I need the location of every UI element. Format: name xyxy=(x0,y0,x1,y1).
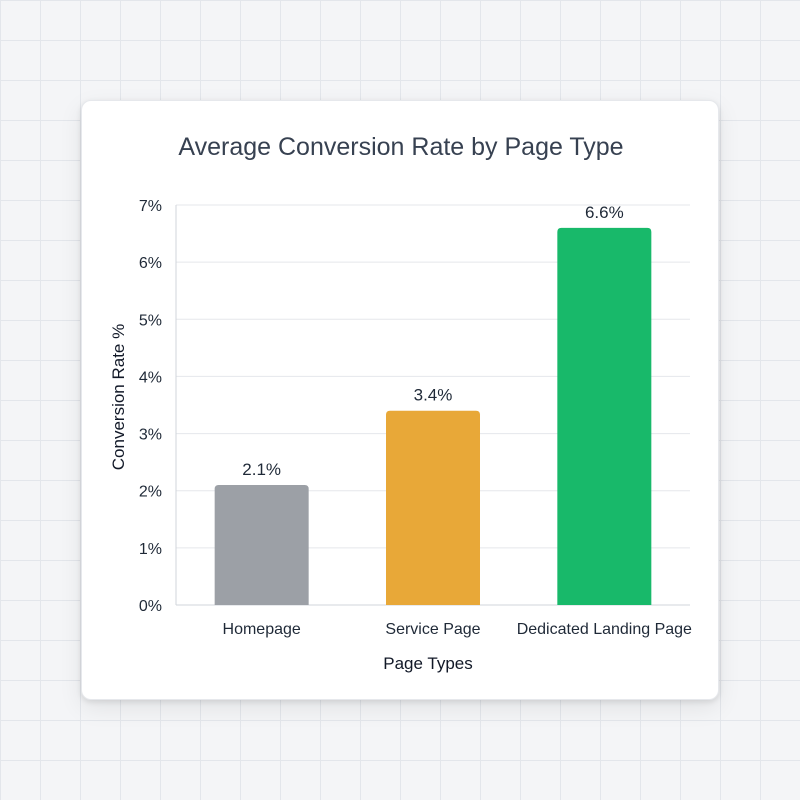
x-category-label: Dedicated Landing Page xyxy=(517,621,692,638)
bar-dedicated-landing-page xyxy=(557,227,652,605)
y-tick-label: 4% xyxy=(139,369,162,386)
bar-homepage xyxy=(214,485,309,605)
value-labels: 2.1% 3.4% 6.6% xyxy=(242,203,623,479)
y-tick-label: 3% xyxy=(139,427,162,444)
bar-service-page xyxy=(386,410,480,605)
bars xyxy=(214,227,652,605)
y-axis-ticks: 0% 1% 2% 3% 4% 5% 6% 7% xyxy=(139,198,162,615)
x-axis-categories: Homepage Service Page Dedicated Landing Pa… xyxy=(223,621,693,638)
x-axis-title: Page Types xyxy=(383,654,472,673)
bar-value-label: 6.6% xyxy=(585,203,624,222)
y-tick-label: 5% xyxy=(139,312,162,329)
y-tick-label: 6% xyxy=(139,255,162,272)
y-tick-label: 2% xyxy=(139,484,162,501)
bar-value-label: 3.4% xyxy=(414,386,453,405)
bar-chart: Average Conversion Rate by Page Type 0% 1… xyxy=(109,133,693,673)
chart-title: Average Conversion Rate by Page Type xyxy=(178,133,623,161)
y-tick-label: 1% xyxy=(139,541,162,558)
chart-card: Average Conversion Rate by Page Type 0% 1… xyxy=(81,100,719,700)
y-tick-label: 0% xyxy=(139,598,162,615)
y-axis-title: Conversion Rate % xyxy=(109,324,128,470)
x-category-label: Service Page xyxy=(385,621,480,638)
bar-value-label: 2.1% xyxy=(242,460,281,479)
x-category-label: Homepage xyxy=(223,621,301,638)
y-tick-label: 7% xyxy=(139,198,162,215)
